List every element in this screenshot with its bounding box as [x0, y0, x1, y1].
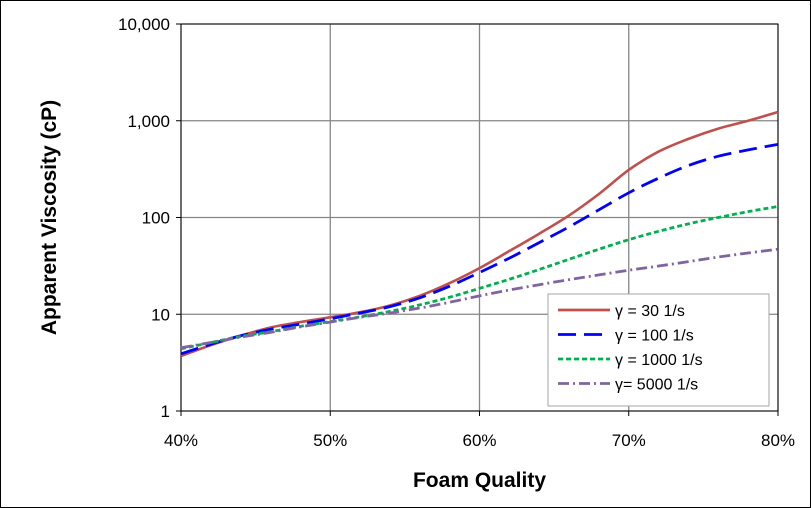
x-tick-label: 60%: [462, 431, 496, 450]
legend-label-1: γ = 30 1/s: [615, 303, 685, 320]
series-line-1: [180, 110, 779, 358]
series-line-4: [180, 247, 779, 350]
legend-label-4: γ= 5000 1/s: [615, 377, 698, 394]
legend-box: [547, 293, 770, 407]
x-tick-label: 40%: [164, 431, 198, 450]
y-tick-label: 100: [142, 209, 170, 228]
y-axis-ticks: 1 10 100 1,000 10,000: [118, 15, 181, 421]
series-line-2: [180, 142, 779, 356]
y-axis-title: Apparent Viscosity (cP): [38, 100, 61, 335]
y-tick-label: 1,000: [127, 112, 170, 131]
series-lines: [180, 110, 779, 358]
y-tick-label: 10,000: [118, 15, 170, 34]
legend-entries: γ = 30 1/s γ = 100 1/s γ = 1000 1/s γ= 5000…: [558, 303, 703, 394]
y-tick-label: 10: [151, 305, 170, 324]
legend: γ = 30 1/s γ = 100 1/s γ = 1000 1/s γ= 5000…: [547, 293, 770, 407]
x-tick-label: 80%: [761, 431, 795, 450]
legend-label-2: γ = 100 1/s: [615, 328, 694, 345]
legend-label-3: γ = 1000 1/s: [615, 352, 703, 369]
x-tick-label: 70%: [612, 431, 646, 450]
y-tick-label: 1: [161, 402, 170, 421]
x-tick-label: 50%: [313, 431, 347, 450]
x-axis-ticks: 40% 50% 60% 70% 80%: [164, 411, 795, 450]
x-axis-title: Foam Quality: [413, 469, 546, 492]
